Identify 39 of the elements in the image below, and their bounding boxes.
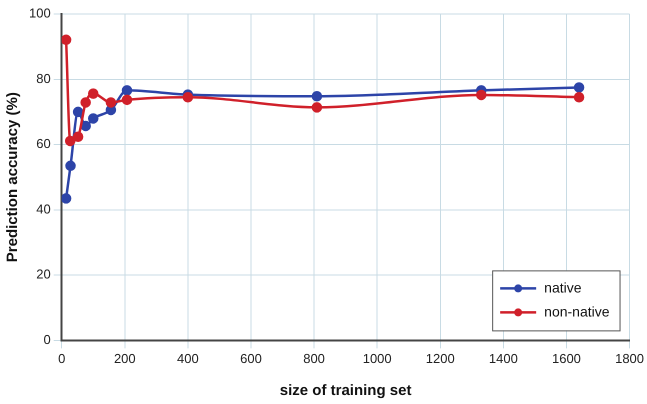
x-axis-title: size of training set (280, 382, 412, 400)
point (80, 120, 91, 132)
point (65, 160, 76, 172)
point (182, 92, 194, 102)
point (574, 92, 584, 102)
point (476, 90, 487, 100)
point (574, 82, 584, 93)
point (312, 91, 322, 102)
point (80, 97, 91, 108)
x-tick-label: 400 (177, 350, 199, 366)
y-tick-label: 40 (36, 201, 51, 216)
point (72, 131, 84, 142)
x-tick-label: 1800 (615, 350, 644, 366)
point (72, 106, 84, 118)
legend-label: non-native (544, 303, 610, 320)
y-tick-label: 0 (43, 332, 51, 347)
point (62, 34, 72, 46)
y-axis-title: Prediction accuracy (%) (4, 92, 22, 262)
point (106, 97, 116, 108)
x-tick-label: 200 (114, 350, 136, 366)
y-tick-label: 100 (28, 6, 51, 21)
x-tick-label: 1200 (426, 350, 455, 366)
y-tick-label: 20 (36, 266, 51, 282)
point (64, 136, 76, 146)
y-tick-label: 60 (36, 136, 51, 152)
point (88, 88, 98, 99)
x-tick-label: 600 (240, 350, 262, 366)
x-tick-label: 1000 (362, 350, 392, 366)
x-tick-label: 1600 (552, 350, 581, 366)
point (88, 113, 98, 124)
x-tick-label: 0 (58, 350, 66, 366)
point (312, 102, 322, 113)
point (122, 85, 132, 96)
point (122, 94, 132, 106)
y-tick-label: 80 (36, 70, 51, 86)
point (62, 193, 72, 204)
x-tick-label: 1400 (488, 350, 518, 366)
legend-label: native (544, 279, 582, 296)
x-tick-label: 800 (303, 350, 325, 366)
